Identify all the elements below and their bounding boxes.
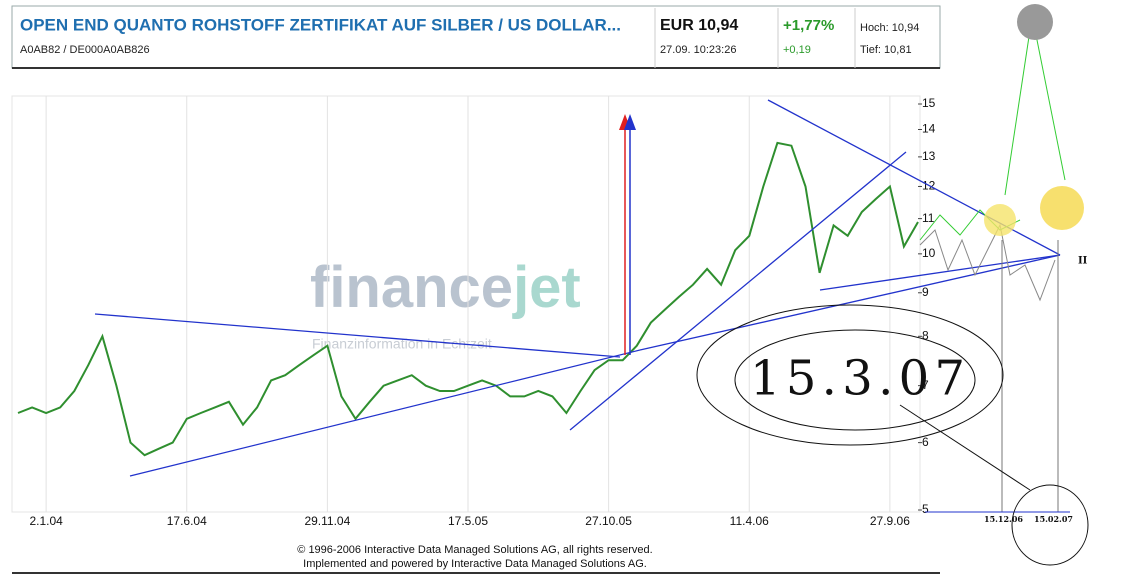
plot-area bbox=[11, 95, 921, 513]
x-tick-label: 27.10.05 bbox=[585, 514, 632, 528]
change-abs: +0,19 bbox=[783, 44, 811, 56]
x-tick-label: 17.6.04 bbox=[167, 514, 207, 528]
trend-line bbox=[819, 254, 1061, 291]
plot: 2.1.04 17.6.04 29.11.04 17.5.05 27.10.05 11.4… bbox=[11, 95, 936, 528]
x-tick-label: 11.4.06 bbox=[730, 514, 769, 528]
change-pct: +1,77% bbox=[783, 17, 834, 34]
trend-lines bbox=[94, 99, 1061, 477]
y-tick-label: 14 bbox=[922, 122, 936, 136]
watermark: financejet bbox=[310, 255, 581, 320]
annotation: 15.02.07 bbox=[1034, 514, 1073, 524]
price-line bbox=[17, 141, 919, 457]
annotation: 15.3.07 bbox=[750, 351, 965, 407]
y-tick-label: 8 bbox=[922, 328, 929, 342]
arrow-head bbox=[624, 114, 636, 130]
x-tick-label: 27.9.06 bbox=[870, 514, 910, 528]
x-tick-label: 2.1.04 bbox=[29, 514, 63, 528]
sketch-moon bbox=[1017, 4, 1053, 40]
ellipses bbox=[696, 304, 1089, 566]
y-tick-label: 13 bbox=[922, 149, 936, 163]
watermark-text: finance bbox=[310, 255, 513, 320]
codes: A0AB82 / DE000A0AB826 bbox=[20, 44, 150, 56]
y-tick-label: 11 bbox=[922, 211, 935, 225]
sketch-burst bbox=[984, 204, 1016, 236]
footer: Implemented and powered by Interactive D… bbox=[303, 558, 647, 570]
ellipse bbox=[696, 304, 1004, 446]
y-tick-label: 10 bbox=[922, 246, 936, 260]
ellipse bbox=[734, 329, 976, 431]
ellipse bbox=[1011, 484, 1089, 566]
high: Hoch: 10,94 bbox=[860, 22, 919, 34]
watermark-text: jet bbox=[512, 255, 581, 320]
title: OPEN END QUANTO ROHSTOFF ZERTIFIKAT AUF … bbox=[20, 15, 621, 34]
price: EUR 10,94 bbox=[660, 17, 738, 34]
y-tick-label: 7 bbox=[922, 378, 929, 392]
trend-line bbox=[129, 349, 641, 477]
header-box bbox=[11, 5, 941, 69]
y-tick-label: 9 bbox=[922, 285, 929, 299]
sketch-line bbox=[1004, 29, 1031, 196]
trend-line bbox=[639, 254, 1061, 351]
sketch-line bbox=[1034, 29, 1066, 181]
y-tick-label: 15 bbox=[922, 96, 936, 110]
annotation: II bbox=[1078, 256, 1088, 267]
trend-line bbox=[94, 313, 621, 358]
trend-line bbox=[569, 151, 907, 431]
low: Tief: 10,81 bbox=[860, 44, 912, 56]
pointer bbox=[899, 404, 1031, 491]
x-tick-label: 17.5.05 bbox=[448, 514, 488, 528]
projection bbox=[919, 223, 1056, 302]
time: 27.09. 10:23:26 bbox=[660, 44, 736, 56]
sketch-burst bbox=[1040, 186, 1084, 230]
y-tick-label: 6 bbox=[922, 435, 929, 449]
x-tick-label: 29.11.04 bbox=[304, 514, 350, 528]
watermark-sub: Finanzinformation in Echtzeit bbox=[312, 336, 492, 352]
annotation: 15.12.06 bbox=[984, 514, 1023, 524]
footer: © 1996-2006 Interactive Data Managed Sol… bbox=[297, 544, 652, 556]
y-tick-label: 5 bbox=[922, 502, 929, 516]
